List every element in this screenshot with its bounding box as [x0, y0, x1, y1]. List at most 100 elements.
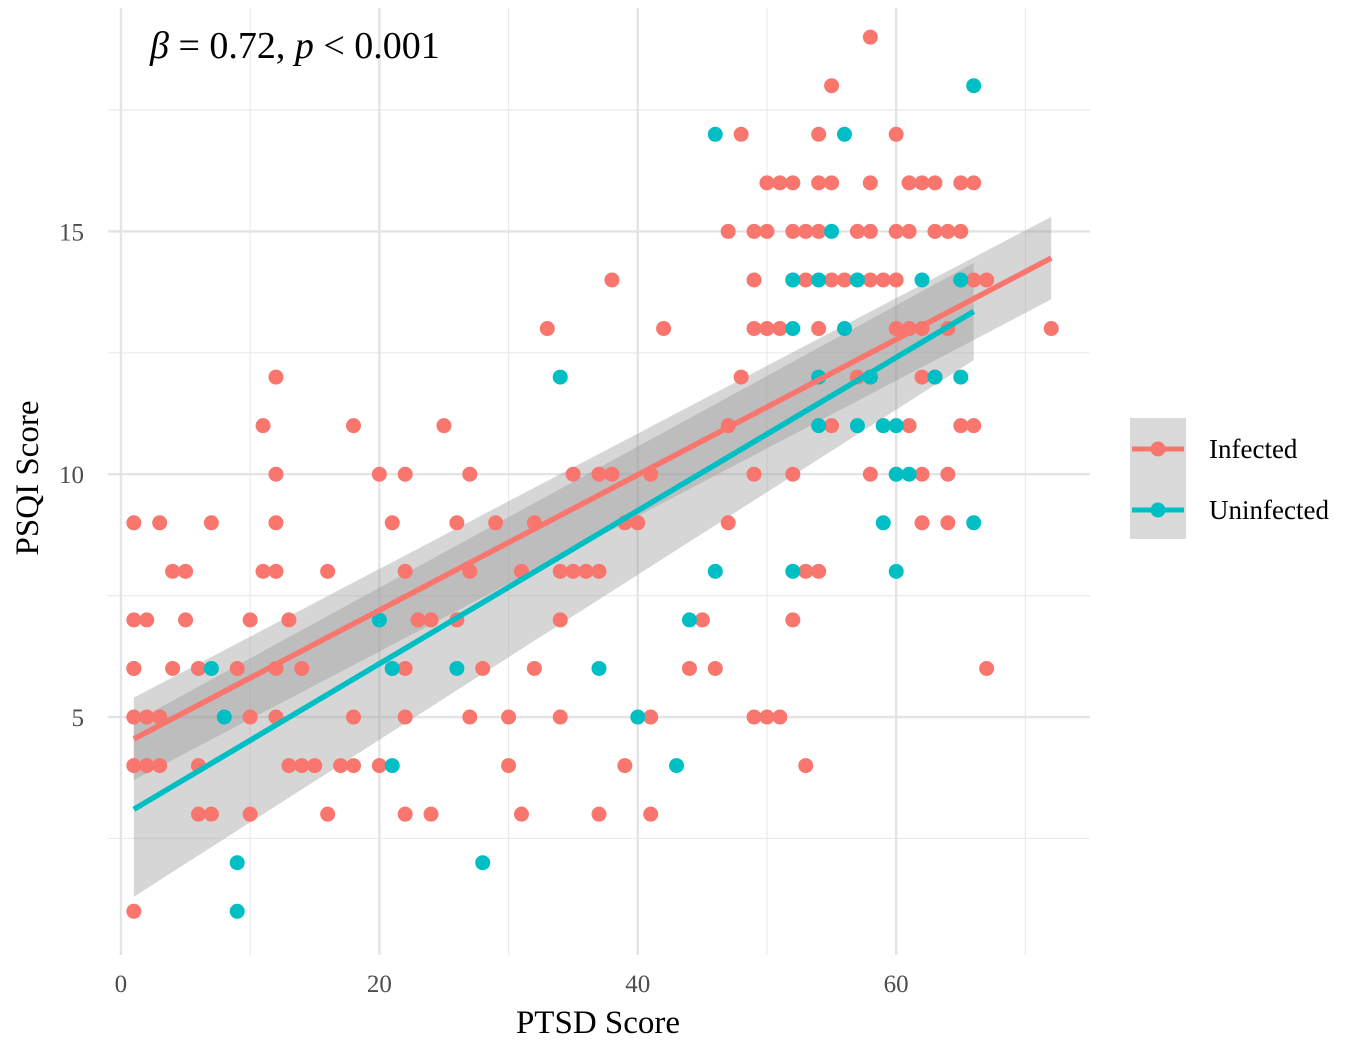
- point-uninfected: [707, 563, 723, 579]
- point-infected: [772, 175, 788, 191]
- point-infected: [320, 806, 336, 822]
- point-infected: [397, 466, 413, 482]
- point-infected: [798, 563, 814, 579]
- point-uninfected: [630, 709, 646, 725]
- point-infected: [578, 563, 594, 579]
- point-infected: [785, 223, 801, 239]
- point-uninfected: [384, 660, 400, 676]
- point-infected: [811, 321, 827, 337]
- point-infected: [501, 709, 517, 725]
- legend-point-infected: [1150, 441, 1166, 457]
- point-uninfected: [785, 272, 801, 288]
- point-infected: [229, 660, 245, 676]
- point-infected: [333, 758, 349, 774]
- y-axis-title: PSQI Score: [10, 401, 46, 556]
- point-infected: [759, 223, 775, 239]
- point-uninfected: [229, 903, 245, 919]
- point-infected: [152, 758, 168, 774]
- point-infected: [979, 272, 995, 288]
- point-infected: [824, 272, 840, 288]
- point-infected: [746, 272, 762, 288]
- point-infected: [565, 563, 581, 579]
- point-infected: [862, 175, 878, 191]
- point-infected: [953, 175, 969, 191]
- point-infected: [384, 515, 400, 531]
- point-infected: [307, 758, 323, 774]
- point-infected: [811, 563, 827, 579]
- point-uninfected: [384, 758, 400, 774]
- point-infected: [798, 758, 814, 774]
- point-infected: [966, 175, 982, 191]
- point-uninfected: [888, 466, 904, 482]
- point-infected: [862, 223, 878, 239]
- point-infected: [203, 515, 219, 531]
- point-infected: [539, 321, 555, 337]
- point-infected: [397, 709, 413, 725]
- point-infected: [681, 660, 697, 676]
- point-uninfected: [669, 758, 685, 774]
- point-uninfected: [785, 563, 801, 579]
- point-infected: [966, 272, 982, 288]
- point-uninfected: [824, 223, 840, 239]
- point-infected: [953, 418, 969, 434]
- point-infected: [242, 709, 258, 725]
- point-infected: [462, 709, 478, 725]
- point-uninfected: [216, 709, 232, 725]
- point-infected: [165, 660, 181, 676]
- point-infected: [178, 612, 194, 628]
- fit-line-infected: [132, 255, 1053, 742]
- axis-labels: 0 20 40 60 5 10 15: [59, 219, 909, 998]
- p-symbol: p: [292, 25, 314, 67]
- point-uninfected: [203, 660, 219, 676]
- point-infected: [268, 466, 284, 482]
- point-infected: [255, 418, 271, 434]
- point-infected: [862, 272, 878, 288]
- point-uninfected: [966, 78, 982, 94]
- x-tick-label: 60: [884, 971, 909, 998]
- point-infected: [785, 175, 801, 191]
- point-uninfected: [888, 563, 904, 579]
- point-uninfected: [953, 272, 969, 288]
- point-uninfected: [875, 418, 891, 434]
- point-infected: [940, 466, 956, 482]
- point-uninfected: [849, 272, 865, 288]
- point-uninfected: [901, 466, 917, 482]
- point-uninfected: [811, 418, 827, 434]
- point-infected: [914, 369, 930, 385]
- point-uninfected: [707, 126, 723, 142]
- point-infected: [824, 175, 840, 191]
- annotation-text-1: = 0.72,: [169, 25, 295, 67]
- point-infected: [901, 175, 917, 191]
- point-infected: [294, 758, 310, 774]
- point-infected: [798, 223, 814, 239]
- point-infected: [501, 758, 517, 774]
- point-infected: [759, 709, 775, 725]
- point-uninfected: [837, 126, 852, 142]
- point-infected: [643, 709, 659, 725]
- point-infected: [785, 612, 801, 628]
- point-infected: [371, 758, 387, 774]
- point-infected: [694, 612, 710, 628]
- point-infected: [707, 660, 723, 676]
- point-infected: [190, 806, 206, 822]
- point-infected: [746, 466, 762, 482]
- point-infected: [604, 466, 620, 482]
- point-infected: [720, 515, 736, 531]
- point-infected: [914, 175, 930, 191]
- point-infected: [591, 806, 607, 822]
- point-infected: [733, 126, 749, 142]
- point-infected: [720, 223, 736, 239]
- point-uninfected: [681, 612, 697, 628]
- point-infected: [811, 175, 827, 191]
- point-infected: [643, 806, 659, 822]
- ci-band-uninfected: [133, 262, 974, 897]
- point-infected: [255, 563, 271, 579]
- point-infected: [888, 223, 904, 239]
- point-infected: [824, 78, 840, 94]
- point-infected: [281, 612, 297, 628]
- y-tick-label: 5: [72, 705, 85, 732]
- point-infected: [914, 515, 930, 531]
- point-infected: [126, 758, 142, 774]
- point-infected: [901, 223, 917, 239]
